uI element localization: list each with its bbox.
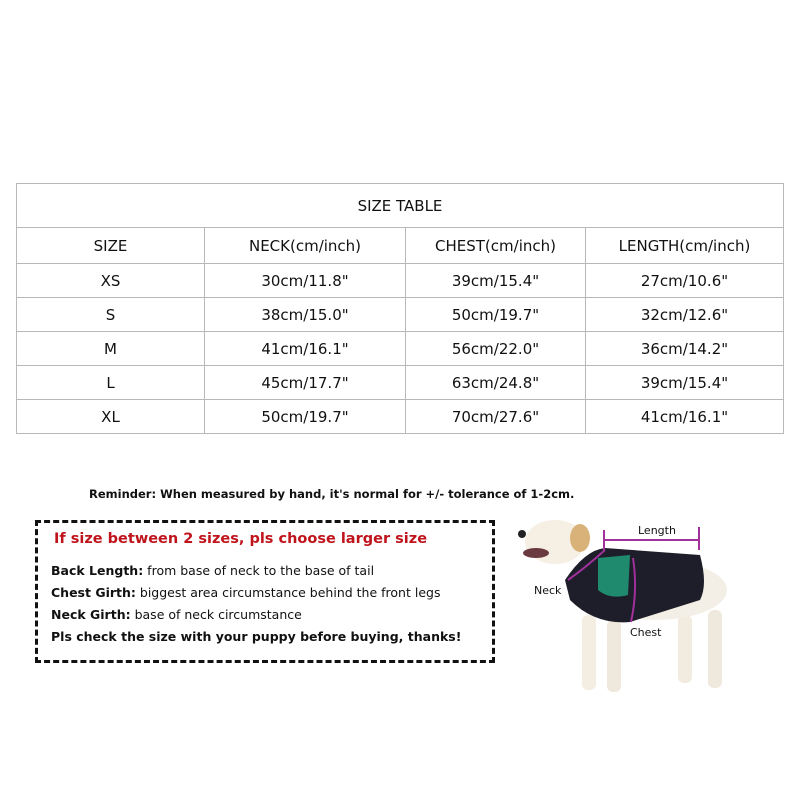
table-row: XL 50cm/19.7" 70cm/27.6" 41cm/16.1" (16, 399, 784, 434)
table-row: M 41cm/16.1" 56cm/22.0" 36cm/14.2" (16, 331, 784, 366)
header-neck: NECK(cm/inch) (204, 227, 406, 264)
cell: 50cm/19.7" (204, 399, 406, 434)
dog-illustration (518, 520, 727, 692)
cell: 50cm/19.7" (405, 297, 586, 332)
coat-panel (598, 555, 630, 597)
cell: 39cm/15.4" (405, 263, 586, 298)
table-title: SIZE TABLE (16, 183, 784, 228)
header-chest: CHEST(cm/inch) (405, 227, 586, 264)
header-size: SIZE (16, 227, 205, 264)
cell: 27cm/10.6" (585, 263, 784, 298)
cell: 56cm/22.0" (405, 331, 586, 366)
cell: M (16, 331, 205, 366)
cell: 41cm/16.1" (204, 331, 406, 366)
note-desc: base of neck circumstance (130, 607, 302, 622)
size-advice-headline: If size between 2 sizes, pls choose larg… (54, 531, 428, 547)
length-label: Length (638, 524, 676, 537)
table-row: S 38cm/15.0" 50cm/19.7" 32cm/12.6" (16, 297, 784, 332)
note-desc: from base of neck to the base of tail (143, 563, 375, 578)
chest-label: Chest (630, 626, 662, 639)
table-row: L 45cm/17.7" 63cm/24.8" 39cm/15.4" (16, 365, 784, 400)
dog-nose (518, 530, 526, 538)
dog-mouth (523, 548, 549, 558)
dog-leg (678, 615, 692, 683)
cell: 32cm/12.6" (585, 297, 784, 332)
cell: 30cm/11.8" (204, 263, 406, 298)
note-neck-girth: Neck Girth: base of neck circumstance (51, 607, 302, 622)
note-term: Chest Girth: (51, 585, 136, 600)
dog-leg (607, 620, 621, 692)
note-term: Neck Girth: (51, 607, 131, 622)
cell: XS (16, 263, 205, 298)
dog-measurement-diagram: Length Neck Chest (510, 510, 770, 704)
cell: 38cm/15.0" (204, 297, 406, 332)
note-back-length: Back Length: from base of neck to the ba… (51, 563, 374, 578)
note-chest-girth: Chest Girth: biggest area circumstance b… (51, 585, 440, 600)
note-desc: biggest area circumstance behind the fro… (135, 585, 441, 600)
size-table: SIZE TABLE SIZE NECK(cm/inch) CHEST(cm/i… (16, 183, 784, 434)
dog-leg (582, 615, 596, 690)
header-length: LENGTH(cm/inch) (585, 227, 784, 264)
chest-measure-line (630, 557, 637, 623)
note-term: Back Length: (51, 563, 144, 578)
note-closing: Pls check the size with your puppy befor… (51, 629, 462, 644)
table-header: SIZE NECK(cm/inch) CHEST(cm/inch) LENGTH… (16, 227, 784, 264)
measurement-notes-box: If size between 2 sizes, pls choose larg… (35, 520, 495, 663)
dog-leg (708, 610, 722, 688)
table-row: XS 30cm/11.8" 39cm/15.4" 27cm/10.6" (16, 263, 784, 298)
neck-label: Neck (534, 584, 562, 597)
cell: XL (16, 399, 205, 434)
cell: 41cm/16.1" (585, 399, 784, 434)
neck-measure-line (567, 549, 606, 581)
cell: 63cm/24.8" (405, 365, 586, 400)
cell: S (16, 297, 205, 332)
tolerance-reminder: Reminder: When measured by hand, it's no… (89, 487, 575, 501)
cell: 36cm/14.2" (585, 331, 784, 366)
cell: L (16, 365, 205, 400)
cell: 70cm/27.6" (405, 399, 586, 434)
dog-ear (570, 524, 590, 552)
cell: 45cm/17.7" (204, 365, 406, 400)
cell: 39cm/15.4" (585, 365, 784, 400)
